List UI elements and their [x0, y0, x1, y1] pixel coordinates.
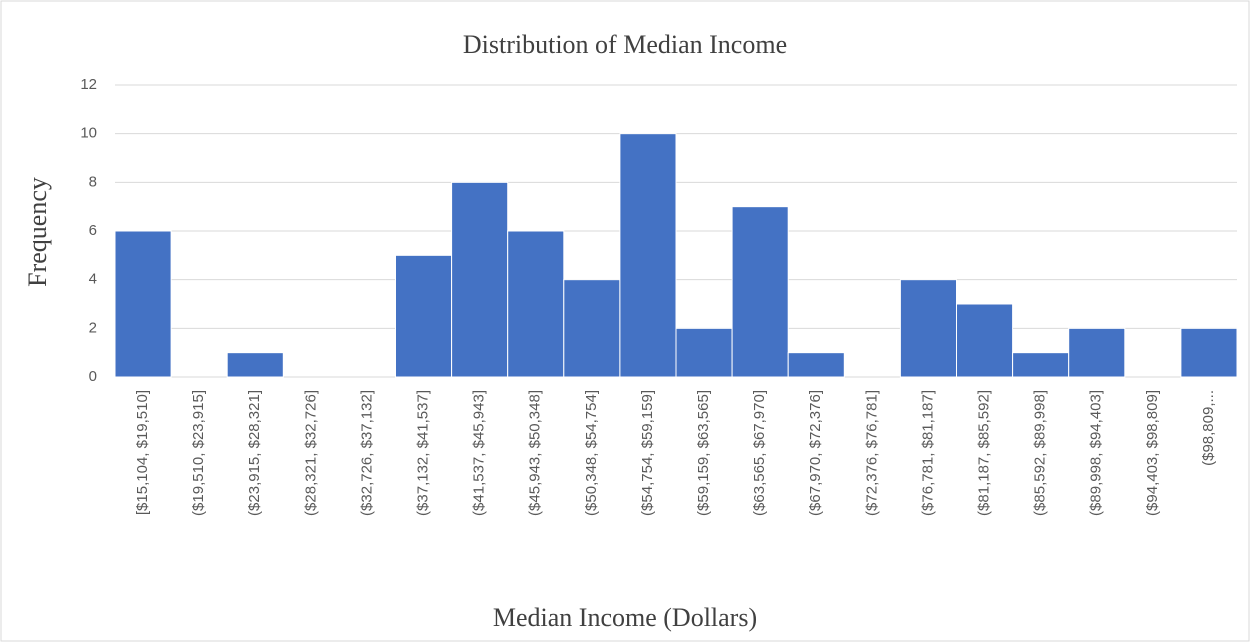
- bar: [563, 279, 621, 378]
- x-tick-label: ($67,970, $72,376]: [807, 390, 824, 516]
- x-tick-label: ($28,321, $32,726]: [302, 390, 319, 516]
- x-tick-label: ($32,726, $37,132]: [358, 390, 375, 516]
- bar: [1012, 352, 1070, 378]
- y-tick-label: 0: [89, 368, 97, 385]
- bar: [731, 206, 789, 378]
- x-tick-label: ($89,998, $94,403]: [1088, 390, 1105, 516]
- y-tick-label: 8: [89, 173, 97, 190]
- bar: [899, 279, 958, 378]
- x-tick-label: ($41,537, $45,943]: [471, 390, 488, 516]
- x-tick-label: ($45,943, $50,348]: [527, 390, 544, 516]
- x-tick-label: ($23,915, $28,321]: [246, 390, 263, 516]
- x-tick-label: ($59,159, $63,565]: [695, 390, 712, 516]
- x-tick-label: ($81,187, $85,592]: [976, 390, 993, 516]
- bar: [114, 230, 172, 378]
- bar: [395, 254, 453, 378]
- bar: [1068, 327, 1126, 378]
- bar: [675, 327, 733, 378]
- y-tick-label: 12: [80, 76, 97, 93]
- y-axis-label: Frequency: [23, 177, 52, 287]
- bar: [1180, 327, 1238, 378]
- x-tick-label: ($98,809,...: [1200, 390, 1217, 466]
- bar: [619, 133, 677, 378]
- bar: [787, 352, 845, 378]
- x-tick-label: ($85,592, $89,998]: [1032, 390, 1049, 516]
- bar: [956, 303, 1014, 378]
- x-tick-label: ($37,132, $41,537]: [415, 390, 432, 516]
- x-tick-label: ($63,565, $67,970]: [751, 390, 768, 516]
- y-tick-label: 6: [89, 222, 97, 239]
- x-tick-label: ($19,510, $23,915]: [190, 390, 207, 516]
- x-tick-label: ($72,376, $76,781]: [863, 390, 880, 516]
- x-tick-label: ($94,403, $98,809]: [1144, 390, 1161, 516]
- y-tick-label: 10: [80, 125, 97, 142]
- x-axis-label: Median Income (Dollars): [493, 603, 757, 632]
- x-tick-label: ($76,781, $81,187]: [919, 390, 936, 516]
- bar: [451, 181, 509, 378]
- y-tick-label: 4: [89, 271, 97, 288]
- x-tick-label: ($54,754, $59,159]: [639, 390, 656, 516]
- chart-title: Distribution of Median Income: [463, 30, 787, 59]
- x-tick-label: [$15,104, $19,510]: [134, 390, 151, 515]
- y-tick-label: 2: [89, 319, 97, 336]
- bar: [226, 352, 284, 378]
- x-tick-label: ($50,348, $54,754]: [583, 390, 600, 516]
- bar: [507, 230, 565, 378]
